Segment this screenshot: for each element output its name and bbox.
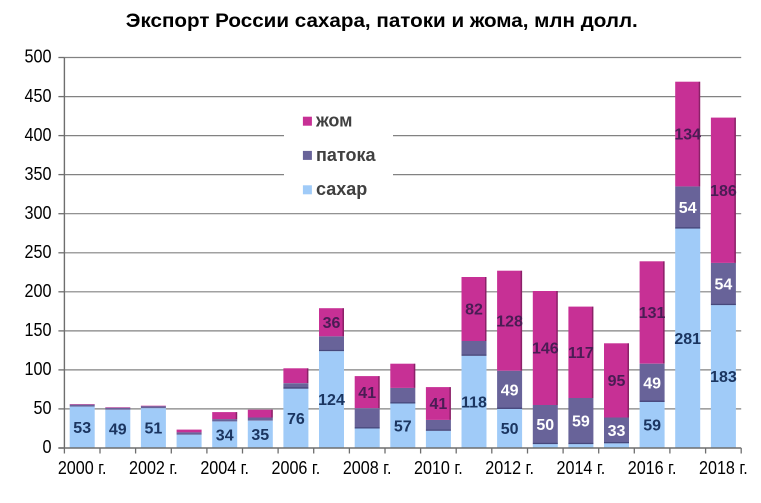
svg-text:2012 г.: 2012 г. <box>485 458 534 478</box>
svg-text:150: 150 <box>25 320 52 340</box>
svg-text:35: 35 <box>251 427 269 444</box>
svg-text:49: 49 <box>501 382 519 399</box>
svg-text:76: 76 <box>287 411 305 428</box>
svg-text:500: 500 <box>25 47 52 67</box>
svg-text:2008 г.: 2008 г. <box>343 458 392 478</box>
svg-text:33: 33 <box>608 423 626 440</box>
svg-text:57: 57 <box>394 418 412 435</box>
svg-text:124: 124 <box>318 392 345 409</box>
svg-text:41: 41 <box>430 396 448 413</box>
svg-text:54: 54 <box>715 277 733 294</box>
svg-text:34: 34 <box>216 427 234 444</box>
svg-text:50: 50 <box>34 398 52 418</box>
svg-text:128: 128 <box>496 313 523 330</box>
svg-text:400: 400 <box>25 125 52 145</box>
svg-text:82: 82 <box>465 302 483 319</box>
svg-text:патока: патока <box>316 145 376 165</box>
svg-text:200: 200 <box>25 281 52 301</box>
svg-text:95: 95 <box>608 373 626 390</box>
svg-text:41: 41 <box>358 385 376 402</box>
svg-text:281: 281 <box>674 331 701 348</box>
svg-text:250: 250 <box>25 242 52 262</box>
svg-text:49: 49 <box>643 375 661 392</box>
svg-text:59: 59 <box>643 418 661 435</box>
svg-text:50: 50 <box>536 417 554 434</box>
svg-text:350: 350 <box>25 164 52 184</box>
svg-text:117: 117 <box>568 345 594 362</box>
svg-text:118: 118 <box>461 395 487 412</box>
svg-text:2018 г.: 2018 г. <box>699 458 748 478</box>
svg-text:2016 г.: 2016 г. <box>628 458 677 478</box>
svg-text:300: 300 <box>25 203 52 223</box>
svg-text:2014 г.: 2014 г. <box>557 458 606 478</box>
svg-text:53: 53 <box>73 420 91 437</box>
svg-text:146: 146 <box>532 341 559 358</box>
svg-text:2000 г.: 2000 г. <box>58 458 107 478</box>
svg-text:183: 183 <box>710 369 737 386</box>
svg-text:131: 131 <box>639 305 666 322</box>
svg-text:2010 г.: 2010 г. <box>414 458 463 478</box>
svg-text:51: 51 <box>145 421 163 438</box>
svg-text:59: 59 <box>572 414 590 431</box>
svg-text:2004 г.: 2004 г. <box>200 458 249 478</box>
svg-text:36: 36 <box>323 315 341 332</box>
svg-text:0: 0 <box>43 437 52 457</box>
svg-text:жом: жом <box>315 111 352 131</box>
svg-text:50: 50 <box>501 421 519 438</box>
svg-text:100: 100 <box>25 359 52 379</box>
svg-text:54: 54 <box>679 200 697 217</box>
svg-text:2002 г.: 2002 г. <box>129 458 178 478</box>
svg-text:450: 450 <box>25 86 52 106</box>
svg-text:49: 49 <box>109 422 127 439</box>
svg-text:2006 г.: 2006 г. <box>272 458 321 478</box>
svg-text:186: 186 <box>710 183 737 200</box>
svg-text:сахар: сахар <box>316 179 367 199</box>
svg-text:134: 134 <box>674 127 701 144</box>
svg-text:Экспорт России сахара, патоки: Экспорт России сахара, патоки и жома, мл… <box>126 10 638 32</box>
